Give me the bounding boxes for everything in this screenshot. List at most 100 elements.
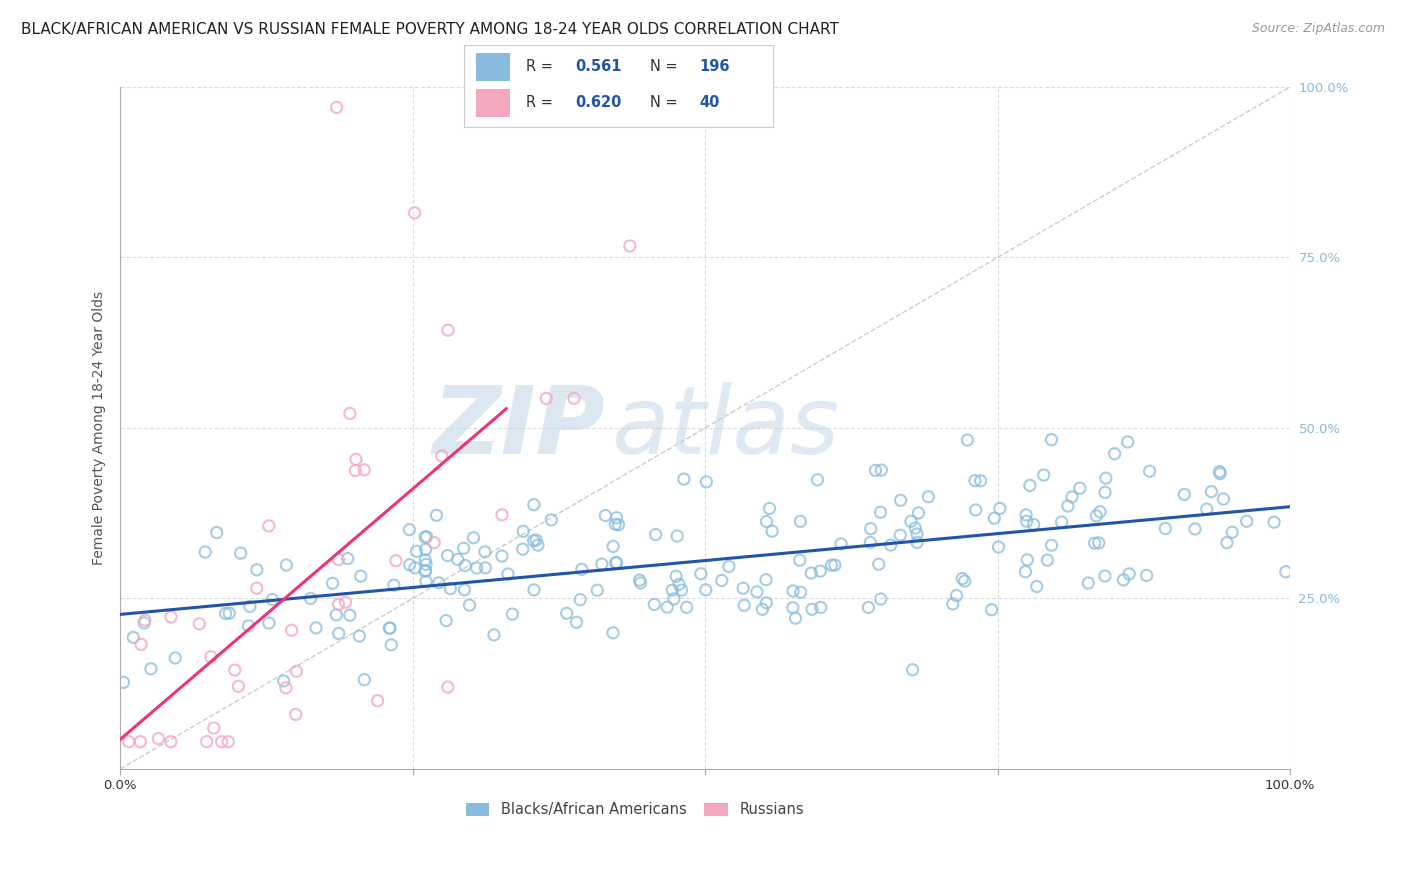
Point <box>430 449 453 463</box>
Point <box>527 538 550 552</box>
Legend: Blacks/African Americans, Russians: Blacks/African Americans, Russians <box>460 797 810 823</box>
Point <box>134 615 156 630</box>
Point <box>869 592 891 607</box>
Point <box>905 535 928 549</box>
Point <box>474 545 496 559</box>
Text: R =: R = <box>526 95 557 111</box>
Point <box>717 559 740 574</box>
Point <box>569 592 592 607</box>
Point <box>427 575 450 590</box>
Text: BLACK/AFRICAN AMERICAN VS RUSSIAN FEMALE POVERTY AMONG 18-24 YEAR OLDS CORRELATI: BLACK/AFRICAN AMERICAN VS RUSSIAN FEMALE… <box>21 22 839 37</box>
Point <box>423 535 446 549</box>
Point <box>353 463 375 477</box>
Point <box>454 558 477 573</box>
Point <box>868 558 890 572</box>
Point <box>565 615 588 630</box>
Point <box>415 530 437 544</box>
Point <box>602 625 624 640</box>
Point <box>820 558 842 573</box>
Point <box>540 513 562 527</box>
Point <box>1116 434 1139 449</box>
Point <box>643 598 665 612</box>
Point <box>129 637 152 651</box>
Point <box>657 600 679 615</box>
Point <box>672 472 695 486</box>
Point <box>666 529 689 543</box>
Text: N =: N = <box>650 95 682 111</box>
Point <box>453 541 475 556</box>
Point <box>1095 471 1118 485</box>
Text: ZIP: ZIP <box>433 382 606 474</box>
Point <box>880 538 903 552</box>
Point <box>214 607 236 621</box>
Point <box>436 680 458 694</box>
Point <box>733 599 755 613</box>
Point <box>246 581 269 595</box>
Point <box>1201 484 1223 499</box>
Point <box>900 514 922 528</box>
Point <box>398 558 420 572</box>
Point <box>482 628 505 642</box>
Point <box>491 508 513 522</box>
Point <box>1056 499 1078 513</box>
Point <box>591 557 613 571</box>
Point <box>257 519 280 533</box>
Point <box>238 619 260 633</box>
Point <box>349 629 371 643</box>
Point <box>339 608 361 623</box>
Point <box>662 591 685 606</box>
Point <box>512 524 534 539</box>
FancyBboxPatch shape <box>477 89 510 117</box>
Point <box>987 540 1010 554</box>
Point <box>205 525 228 540</box>
Text: 196: 196 <box>699 59 730 74</box>
Text: N =: N = <box>650 59 682 74</box>
Point <box>378 621 401 635</box>
Point <box>782 583 804 598</box>
Point <box>789 585 811 599</box>
Point <box>188 616 211 631</box>
Point <box>1050 515 1073 529</box>
Point <box>305 621 328 635</box>
Point <box>118 734 141 748</box>
Point <box>1173 487 1195 501</box>
Point <box>228 679 250 693</box>
Point <box>953 574 976 588</box>
Point <box>1069 481 1091 495</box>
Point <box>1087 536 1109 550</box>
Point <box>405 544 427 558</box>
Point <box>1104 447 1126 461</box>
Point <box>710 574 733 588</box>
Point <box>789 553 811 567</box>
Point <box>942 597 965 611</box>
Point <box>675 600 697 615</box>
Point <box>1060 490 1083 504</box>
Point <box>956 433 979 447</box>
Point <box>824 558 846 572</box>
Point <box>628 573 651 587</box>
Point <box>134 613 156 627</box>
Point <box>425 508 447 523</box>
Point <box>755 596 778 610</box>
Point <box>605 556 627 570</box>
Text: atlas: atlas <box>612 383 839 474</box>
Point <box>195 734 218 748</box>
Point <box>437 323 460 337</box>
Point <box>285 665 308 679</box>
Point <box>870 463 893 477</box>
Point <box>328 626 350 640</box>
Point <box>536 392 558 406</box>
Text: 40: 40 <box>699 95 720 111</box>
Point <box>1015 508 1038 522</box>
Point <box>571 562 593 576</box>
Point <box>965 503 987 517</box>
Point <box>751 602 773 616</box>
Point <box>830 537 852 551</box>
Point <box>630 576 652 591</box>
Point <box>1085 508 1108 523</box>
Point <box>1015 514 1038 528</box>
Point <box>148 731 170 746</box>
Point <box>246 563 269 577</box>
Point <box>789 514 811 528</box>
Point <box>801 602 824 616</box>
